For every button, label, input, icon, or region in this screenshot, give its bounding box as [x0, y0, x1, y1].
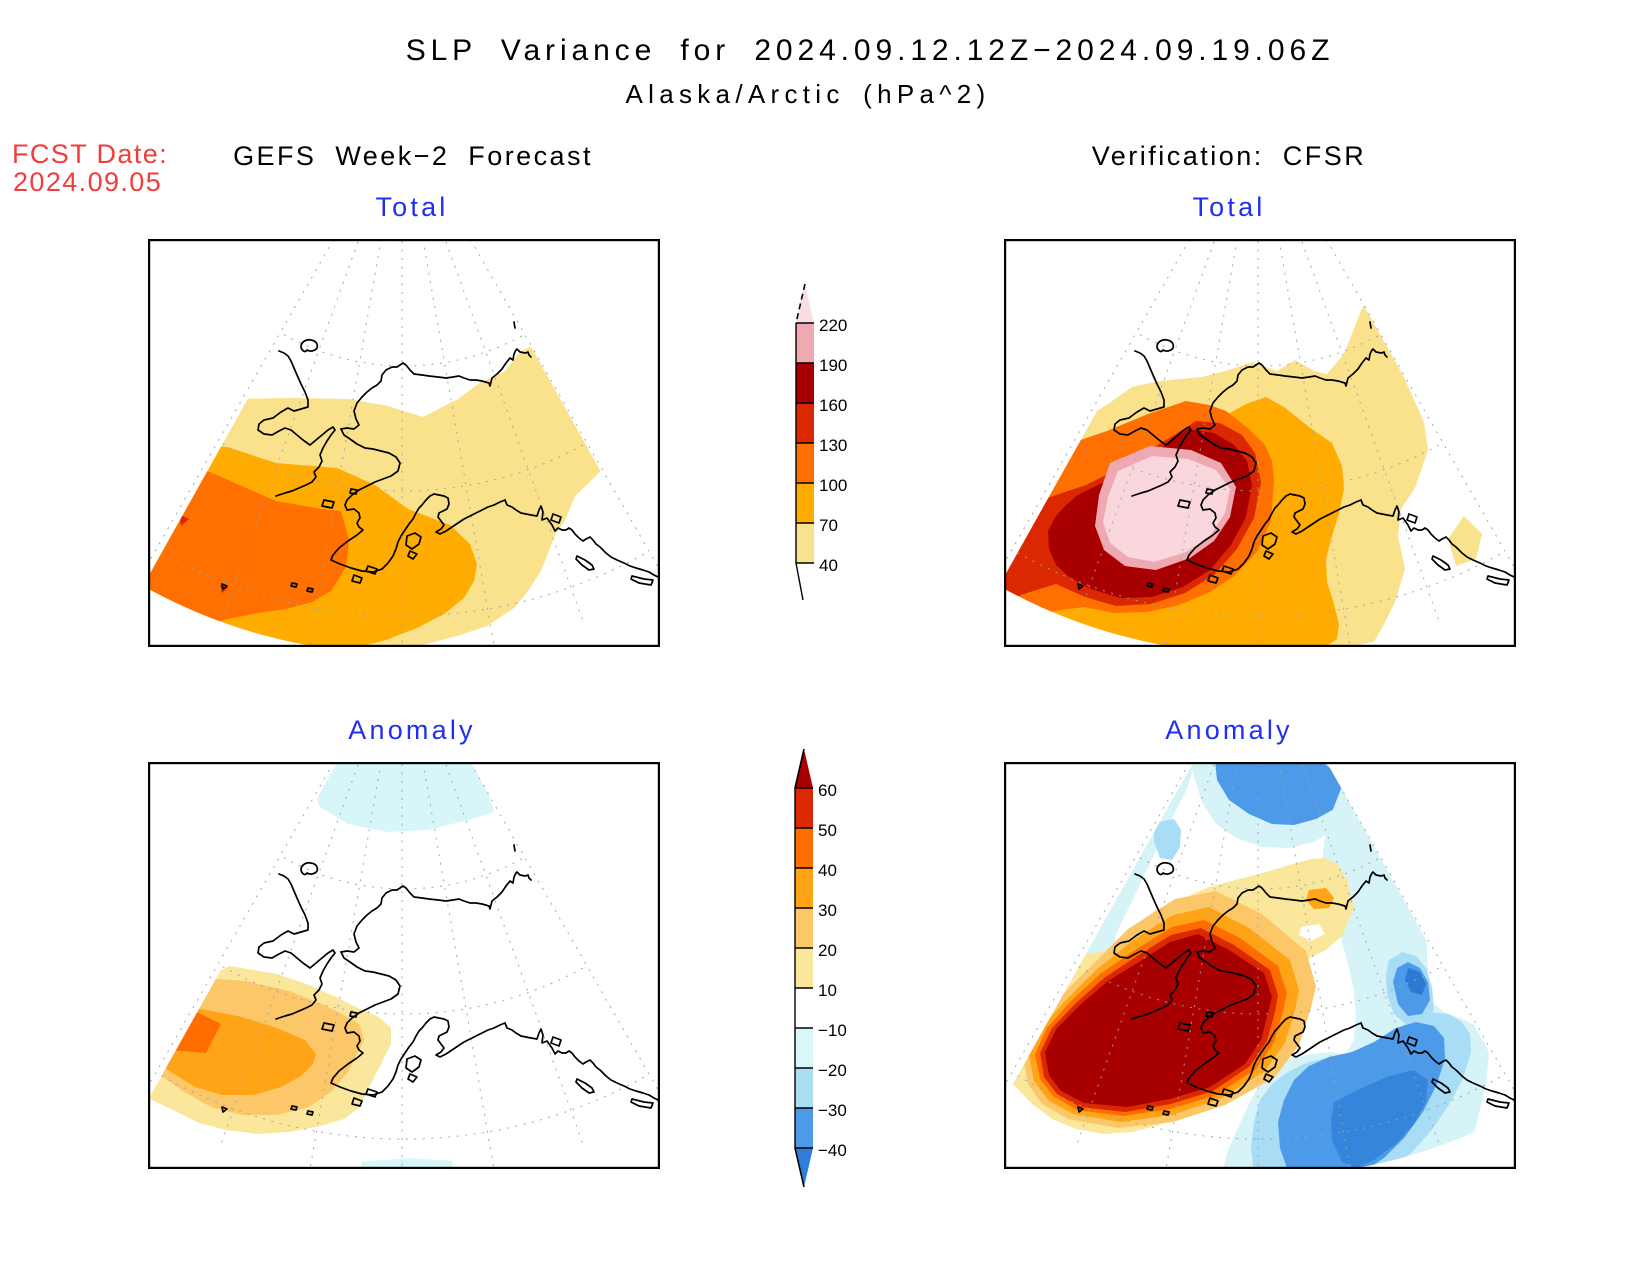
svg-text:190: 190	[819, 356, 847, 375]
svg-text:40: 40	[819, 556, 838, 575]
svg-text:−20: −20	[818, 1061, 847, 1080]
svg-text:30: 30	[818, 901, 837, 920]
svg-text:40: 40	[818, 861, 837, 880]
svg-text:−10: −10	[818, 1021, 847, 1040]
svg-text:160: 160	[819, 396, 847, 415]
svg-text:20: 20	[818, 941, 837, 960]
svg-text:70: 70	[819, 516, 838, 535]
svg-text:10: 10	[818, 981, 837, 1000]
svg-text:60: 60	[818, 781, 837, 800]
svg-text:100: 100	[819, 476, 847, 495]
svg-text:130: 130	[819, 436, 847, 455]
svg-text:−40: −40	[818, 1141, 847, 1160]
svg-text:220: 220	[819, 316, 847, 335]
svg-text:50: 50	[818, 821, 837, 840]
svg-text:−30: −30	[818, 1101, 847, 1120]
